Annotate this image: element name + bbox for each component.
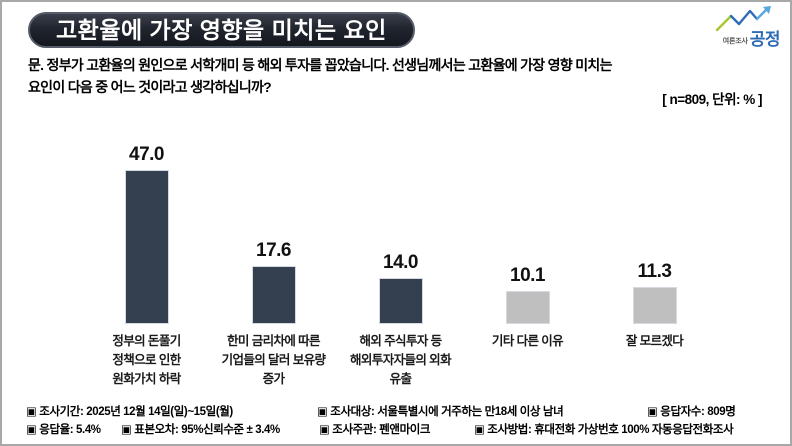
survey-question-line2: 요인이 다음 중 어느 것이라고 생각하십니까? [28, 79, 272, 96]
survey-period: ▣ 조사기간: 2025년 12월 14일(일)~15일(월) [26, 406, 233, 418]
survey-question: 문. 정부가 고환율의 원인으로 서학개미 등 해외 투자를 꼽았습니다. 선생… [28, 54, 612, 99]
survey-sponsor: ▣ 조사주관: 펜앤마이크 [319, 424, 431, 436]
bar-value-label: 11.3 [637, 261, 672, 283]
chart-column: 10.1 [464, 140, 591, 324]
pollster-logo: 여론조사 공정 [688, 6, 781, 50]
bar-value-label: 17.6 [256, 240, 291, 262]
bar-chart: 47.0 17.6 14.0 10.1 11.3 [83, 140, 718, 324]
bar [378, 278, 423, 324]
page-title-text: 고환율에 가장 영향을 미치는 요인 [56, 17, 387, 43]
methodology-row-1: ▣ 조사기간: 2025년 12월 14일(일)~15일(월) ▣ 조사대상: … [2, 403, 790, 419]
category-label: 해외 주식투자 등 해외투자자들의 외화 유출 [350, 334, 452, 386]
methodology-footer: ▣ 조사기간: 2025년 12월 14일(일)~15일(월) ▣ 조사대상: … [2, 401, 790, 444]
category-label: 잘 모르겠다 [625, 334, 684, 348]
bar-value-label: 47.0 [129, 144, 164, 166]
survey-population: ▣ 조사대상: 서울특별시에 거주하는 만18세 이상 남녀 [317, 406, 564, 418]
chart-column: 11.3 [591, 140, 718, 324]
trend-line-icon [715, 6, 771, 32]
response-rate: ▣ 응답율: 5.4% [26, 424, 101, 436]
bar [124, 170, 169, 324]
pollster-name-big: 공정 [749, 30, 781, 49]
bar-chart-category-labels: 정부의 돈풀기 정책으로 인한 원화가치 하락 한미 금리차에 따른 기업들의 달러 보… [83, 332, 718, 388]
pollster-name-small: 여론조사 [722, 38, 748, 45]
methodology-row-2: ▣ 응답율: 5.4% ▣ 표본오차: 95%신뢰수준 ± 3.4% ▣ 조사주… [2, 421, 790, 437]
page-title: 고환율에 가장 영향을 미치는 요인 [28, 12, 415, 48]
bar-value-label: 10.1 [510, 264, 545, 286]
chart-column: 47.0 [83, 140, 210, 324]
bar [632, 287, 677, 324]
chart-column: 14.0 [337, 140, 464, 324]
category-label: 정부의 돈풀기 정책으로 인한 원화가치 하락 [112, 334, 181, 386]
survey-question-line1: 문. 정부가 고환율의 원인으로 서학개미 등 해외 투자를 꼽았습니다. 선생… [28, 57, 612, 73]
survey-method: ▣ 조사방법: 휴대전화 가상번호 100% 자동응답전화조사 [474, 424, 734, 436]
category-label: 한미 금리차에 따른 기업들의 달러 보유량 증가 [221, 334, 326, 386]
sampling-error: ▣ 표본오차: 95%신뢰수준 ± 3.4% [121, 424, 280, 436]
bar [505, 290, 550, 324]
category-label: 기타 다른 이유 [491, 334, 564, 348]
chart-column: 17.6 [210, 140, 337, 324]
bar [251, 266, 296, 324]
bar-value-label: 14.0 [383, 252, 418, 274]
sample-size-note: [ n=809, 단위: % ] [662, 92, 762, 107]
respondent-count: ▣ 응답자수: 809명 [647, 406, 736, 418]
pollster-name: 여론조사 공정 [688, 25, 781, 50]
